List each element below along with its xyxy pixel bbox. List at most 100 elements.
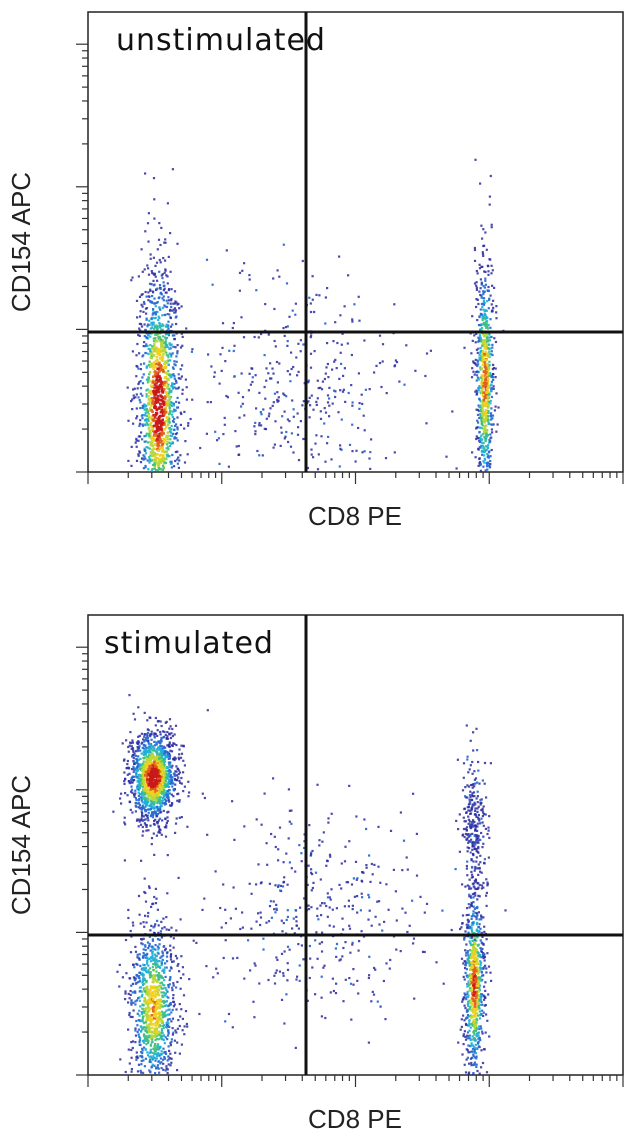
event-dot <box>150 355 153 358</box>
event-dot <box>143 414 146 417</box>
event-dot <box>141 1018 144 1021</box>
event-dot <box>135 299 139 302</box>
event-dot <box>151 1063 154 1066</box>
event-dot <box>147 427 151 430</box>
event-dot <box>148 379 151 383</box>
event-dot <box>143 751 147 754</box>
event-dot <box>154 979 158 982</box>
event-dot <box>232 349 235 353</box>
event-dot <box>474 358 477 361</box>
event-dot <box>478 918 481 921</box>
event-dot <box>309 366 313 369</box>
event-dot <box>161 277 164 280</box>
event-dot <box>470 352 473 355</box>
event-dot <box>495 305 498 308</box>
event-dot <box>161 340 164 344</box>
event-dot <box>497 406 500 409</box>
event-dot <box>164 798 167 801</box>
event-dot <box>485 1013 488 1016</box>
event-dot <box>138 450 141 453</box>
event-dot <box>483 361 487 364</box>
event-dot <box>174 724 178 727</box>
event-dot <box>147 1039 150 1043</box>
event-dot <box>153 416 157 419</box>
event-dot <box>161 772 165 775</box>
event-dot <box>465 968 468 971</box>
event-dot <box>347 274 350 277</box>
event-dot <box>162 750 165 753</box>
event-dot <box>490 335 493 339</box>
event-dot <box>480 871 483 874</box>
event-dot <box>147 759 150 762</box>
event-dot <box>168 347 171 350</box>
event-dot <box>165 393 169 397</box>
event-dot <box>158 779 161 782</box>
event-dot <box>145 1035 148 1038</box>
event-dot <box>164 992 167 995</box>
event-dot <box>149 327 152 330</box>
event-dot <box>279 444 282 447</box>
event-dot <box>468 940 471 943</box>
event-dot <box>161 749 164 752</box>
event-dot <box>210 365 213 368</box>
event-dot <box>205 258 209 261</box>
event-dot <box>136 818 139 821</box>
event-dot <box>292 365 295 369</box>
event-dot <box>158 965 161 968</box>
event-dot <box>489 326 492 329</box>
event-dot <box>159 808 162 811</box>
event-dot <box>162 759 165 762</box>
event-dot <box>165 391 168 394</box>
event-dot <box>481 377 484 381</box>
event-dot <box>481 424 484 427</box>
event-dot <box>174 783 177 786</box>
event-dot <box>128 1013 131 1017</box>
event-dot <box>179 781 182 784</box>
event-dot <box>151 977 155 981</box>
event-dot <box>324 411 328 414</box>
event-dot <box>477 943 480 946</box>
event-dot <box>127 750 130 753</box>
event-dot <box>167 789 170 793</box>
event-dot <box>180 305 183 308</box>
event-dot <box>489 437 492 440</box>
event-dot <box>168 727 171 730</box>
event-dot <box>180 816 183 819</box>
event-dot <box>472 1055 475 1058</box>
event-dot <box>141 382 145 385</box>
event-dot <box>146 1037 149 1040</box>
event-dot <box>477 1002 480 1006</box>
event-dot <box>470 376 474 379</box>
event-dot <box>341 332 344 335</box>
event-dot <box>145 414 148 418</box>
event-dot <box>470 981 473 984</box>
event-dot <box>170 766 173 769</box>
event-dot <box>227 465 230 468</box>
event-dot <box>147 376 150 379</box>
event-dot <box>123 782 126 785</box>
event-dot <box>141 305 144 308</box>
event-dot <box>480 224 483 227</box>
event-dot <box>145 318 148 321</box>
event-dot <box>156 787 160 791</box>
event-dot <box>162 987 165 990</box>
event-dot <box>157 1048 160 1051</box>
event-dot <box>148 429 152 432</box>
event-dot <box>481 414 485 417</box>
event-dot <box>478 338 481 341</box>
event-dot <box>467 1051 470 1054</box>
event-dot <box>471 893 474 896</box>
event-dot <box>177 772 180 776</box>
event-dot <box>479 346 482 350</box>
event-dot <box>150 730 153 733</box>
event-dot <box>176 980 179 984</box>
event-dot <box>149 301 152 304</box>
event-dot <box>144 1014 148 1017</box>
event-dot <box>139 401 142 404</box>
event-dot <box>490 223 493 226</box>
event-dot <box>151 980 155 984</box>
event-dot <box>164 750 167 753</box>
event-dot <box>482 333 485 336</box>
event-dot <box>256 449 259 453</box>
event-dot <box>459 1028 462 1031</box>
